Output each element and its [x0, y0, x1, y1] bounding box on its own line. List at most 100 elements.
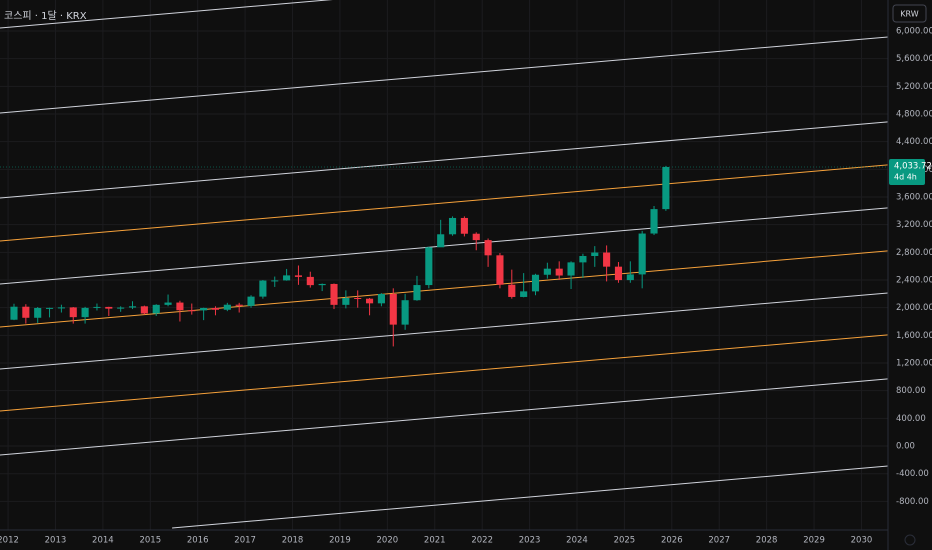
x-tick-label: 2015	[139, 536, 161, 546]
currency-button[interactable]	[892, 4, 927, 23]
candle-body	[69, 307, 77, 318]
x-tick-label: 2022	[471, 536, 493, 546]
candle-body	[425, 247, 433, 286]
y-tick-label: 0.00	[896, 442, 915, 452]
x-tick-label: 2019	[329, 536, 351, 546]
y-tick-label: -800.00	[896, 497, 929, 507]
x-tick-label: 2026	[661, 536, 683, 546]
last-price-tag	[889, 159, 925, 186]
candle-body	[603, 252, 611, 267]
candle-body	[508, 284, 516, 297]
x-tick-label: 2021	[424, 536, 446, 546]
candle-body	[496, 255, 504, 285]
candle-body	[437, 234, 445, 248]
candle-body	[128, 306, 137, 308]
chart-title: 코스피 · 1달 · KRX	[4, 10, 87, 22]
candle-body	[650, 209, 658, 234]
candle-body	[34, 307, 42, 318]
candle-body	[389, 293, 397, 325]
candle-body	[211, 307, 220, 310]
x-tick-label: 2023	[519, 536, 541, 546]
y-tick-label: 5,600.00	[896, 54, 932, 64]
candle-body	[294, 275, 303, 277]
x-tick-label: 2018	[282, 536, 304, 546]
y-tick-label: 3,600.00	[896, 193, 932, 203]
candle-body	[330, 283, 338, 305]
candle-body	[520, 291, 528, 297]
candle-body	[413, 285, 421, 301]
candle-body	[579, 256, 587, 263]
y-tick-label: 2,000.00	[896, 303, 932, 313]
candle-body	[247, 296, 255, 306]
y-tick-label: 3,200.00	[896, 220, 932, 230]
candle-body	[235, 304, 243, 306]
candle-body	[105, 306, 113, 309]
candle-body	[176, 302, 184, 311]
candle-body	[318, 283, 326, 286]
candle-body	[472, 233, 480, 241]
y-tick-label: 800.00	[896, 386, 926, 396]
candle-body	[342, 297, 350, 305]
y-tick-label: 5,200.00	[896, 82, 932, 92]
y-tick-label: -400.00	[896, 469, 929, 479]
y-tick-label: 1,200.00	[896, 359, 932, 369]
candle-body	[543, 268, 551, 275]
channel-line	[0, 164, 888, 242]
x-tick-label: 2016	[187, 536, 209, 546]
candle-body	[638, 233, 646, 275]
candle-body	[223, 304, 231, 310]
candle-body	[45, 307, 54, 309]
candle-body	[188, 310, 196, 312]
channel-line	[0, 36, 888, 114]
y-tick-label: 2,400.00	[896, 276, 932, 286]
candle-body	[259, 280, 267, 297]
candle-body	[81, 307, 89, 318]
y-tick-label: 2,800.00	[896, 248, 932, 258]
y-tick-label: 4,400.00	[896, 137, 932, 147]
y-tick-label: 4,800.00	[896, 109, 932, 119]
candle-body	[200, 307, 208, 311]
candle-body	[626, 274, 634, 281]
candle-body	[614, 266, 623, 281]
channel-line	[0, 334, 888, 412]
candle-body	[93, 306, 101, 308]
x-tick-label: 2017	[234, 536, 256, 546]
candle-body	[117, 307, 125, 309]
x-tick-label: 2014	[92, 536, 114, 546]
x-tick-label: 2028	[756, 536, 778, 546]
y-tick-label: 400.00	[896, 414, 926, 424]
candle-body	[555, 268, 563, 276]
channel-line	[0, 378, 888, 456]
candle-body	[484, 240, 492, 256]
x-tick-label: 2012	[0, 536, 19, 546]
plot-area	[0, 0, 888, 529]
grid	[0, 0, 888, 530]
candle-body	[401, 300, 409, 325]
candle-body	[567, 262, 575, 276]
x-tick-label: 2030	[851, 536, 873, 546]
candle-body	[22, 306, 30, 318]
candle-body	[140, 306, 148, 314]
currency-label: KRW	[900, 10, 918, 19]
channel-line	[0, 121, 888, 199]
last-price-label: 4,033.72	[894, 162, 932, 172]
candle-body	[306, 276, 314, 286]
channel-line	[172, 465, 888, 529]
candle-body	[164, 302, 172, 305]
candle-body	[354, 297, 362, 299]
candle-body	[531, 274, 540, 292]
candle-body	[662, 166, 670, 210]
channel-line	[0, 250, 888, 328]
auto-scale-button[interactable]	[904, 534, 916, 546]
candle-body	[366, 298, 374, 304]
y-tick-label: 1,600.00	[896, 331, 932, 341]
x-tick-label: 2025	[614, 536, 636, 546]
x-tick-label: 2013	[45, 536, 67, 546]
y-tick-label: 6,000.00	[896, 26, 932, 36]
countdown-label: 4d 4h	[894, 173, 917, 182]
candle-body	[591, 252, 599, 257]
candle-body	[271, 280, 279, 282]
channel-line	[0, 0, 333, 29]
candle-body	[460, 217, 468, 234]
